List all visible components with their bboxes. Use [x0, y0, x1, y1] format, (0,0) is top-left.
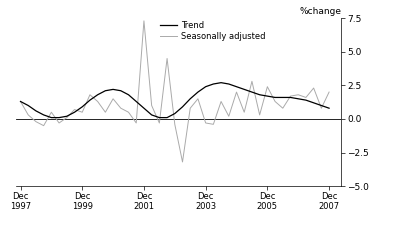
- Text: %change: %change: [299, 7, 341, 17]
- Legend: Trend, Seasonally adjusted: Trend, Seasonally adjusted: [160, 21, 266, 41]
